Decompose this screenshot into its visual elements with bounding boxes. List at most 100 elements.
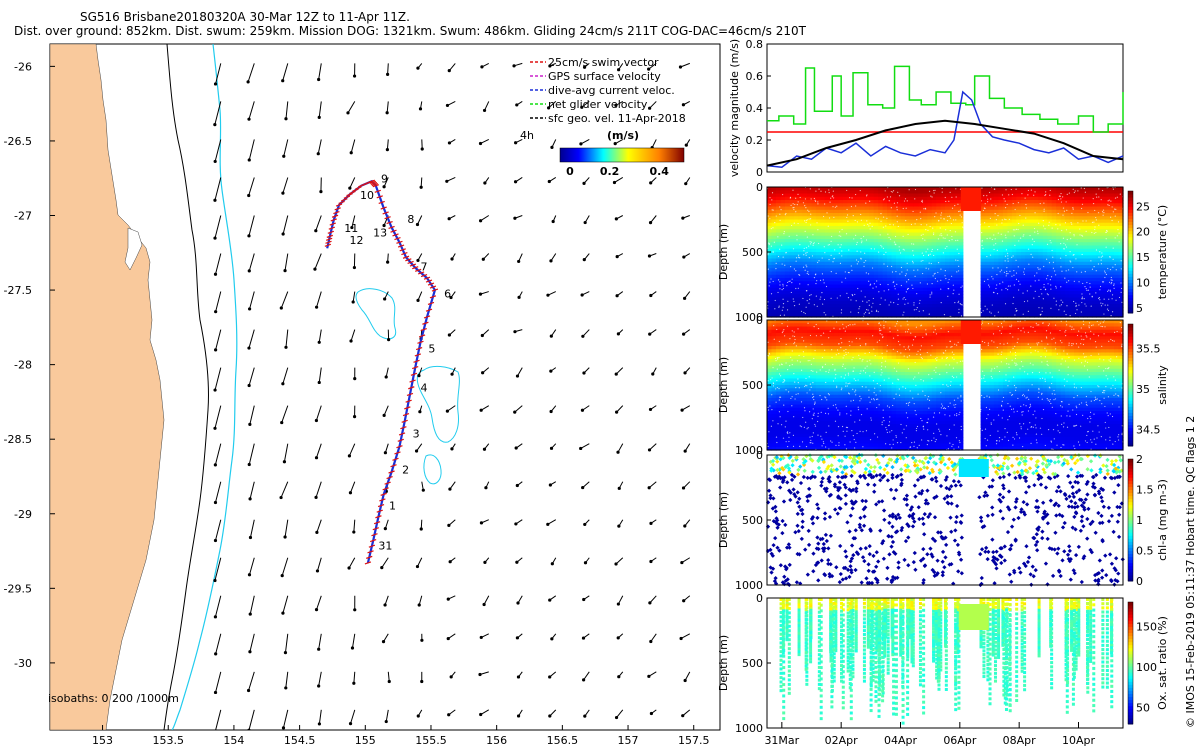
section-cell: [909, 265, 915, 269]
section-cell: [824, 200, 830, 204]
section-cell: [927, 193, 933, 198]
section-cell: [1096, 206, 1102, 211]
section-sample: [805, 254, 807, 256]
section-cell: [958, 300, 964, 305]
section-cell: [891, 252, 897, 256]
section-cell: [1100, 304, 1106, 308]
section-sample: [774, 221, 776, 224]
section-sample: [1094, 226, 1096, 228]
section-cell: [780, 193, 786, 198]
section-cell: [1038, 222, 1044, 227]
section-cell: [793, 300, 799, 305]
section-cell: [900, 239, 906, 243]
section-cell: [918, 242, 924, 247]
section-cell: [820, 190, 826, 195]
section-sample: [1043, 286, 1045, 288]
section-cell: [1087, 219, 1093, 224]
section-sample: [989, 191, 991, 194]
section-cell: [771, 261, 777, 266]
section-cell: [1091, 235, 1097, 240]
section-cell: [802, 200, 808, 204]
section-cell: [900, 187, 906, 191]
section-cell: [793, 226, 799, 230]
section-cell: [873, 209, 879, 214]
section-cell: [896, 229, 902, 234]
section-cell: [833, 190, 839, 195]
section-cell: [887, 216, 893, 221]
section-cell: [1056, 213, 1062, 217]
section-cell: [807, 209, 813, 214]
section-cell: [811, 300, 817, 305]
sfc-geo-vector: [386, 101, 389, 113]
section-cell: [793, 310, 799, 315]
section-sample: [898, 249, 901, 251]
section-sample: [1111, 311, 1114, 313]
section-colorbar-cell: [1128, 248, 1133, 253]
section-cell: [838, 310, 844, 315]
section-cell: [1105, 310, 1111, 315]
sfc-geo-vector-head: [478, 672, 482, 677]
section-cell: [873, 304, 879, 308]
section-cell: [940, 196, 946, 201]
section-cell: [829, 252, 835, 256]
section-cell: [847, 196, 853, 201]
section-cell: [807, 242, 813, 247]
section-cell: [1109, 196, 1115, 201]
section-cell: [811, 281, 817, 286]
section-sample: [1042, 298, 1044, 300]
section-cell: [842, 287, 848, 292]
section-sample: [1004, 207, 1007, 209]
section-cell: [838, 287, 844, 292]
section-sample: [884, 190, 886, 192]
section-sample: [1075, 302, 1077, 304]
section-cell: [896, 281, 902, 286]
section-sample: [802, 266, 805, 268]
section-cell: [851, 300, 857, 305]
section-cell: [1056, 310, 1062, 315]
section-cell: [780, 274, 786, 279]
section-cell: [958, 297, 964, 302]
section-cell: [896, 252, 902, 256]
section-cell: [1029, 216, 1035, 221]
section-cell: [815, 294, 821, 299]
section-sample: [830, 297, 832, 299]
section-sample: [987, 201, 989, 203]
section-cell: [878, 232, 884, 237]
section-cell: [860, 255, 866, 260]
section-cell: [1109, 261, 1115, 266]
section-cell: [1051, 232, 1057, 237]
section-cell: [953, 216, 959, 221]
sfc-geo-vector-head: [516, 601, 520, 605]
section-cell: [1074, 310, 1080, 315]
section-cell: [931, 209, 937, 214]
section-sample: [1057, 228, 1059, 230]
section-sample: [904, 198, 907, 200]
section-sample: [986, 308, 988, 310]
section-sample: [955, 219, 957, 221]
section-cell: [1047, 294, 1053, 299]
section-sample: [958, 293, 960, 295]
section-cell: [1082, 278, 1088, 282]
section-sample: [947, 295, 949, 297]
section-cell: [1011, 226, 1017, 230]
section-cell: [1074, 229, 1080, 234]
section-cell: [793, 232, 799, 237]
section-cell: [989, 271, 995, 276]
section-cell: [1065, 268, 1071, 273]
section-cell: [798, 245, 804, 250]
section-cell: [824, 310, 830, 315]
section-cell: [878, 294, 884, 299]
section-sample: [797, 222, 799, 225]
section-sample: [1105, 246, 1107, 248]
section-cell: [1007, 190, 1013, 195]
section-cell: [771, 248, 777, 253]
section-cell: [953, 200, 959, 204]
section-sample: [771, 192, 774, 194]
sfc-geo-vector-head: [549, 446, 554, 450]
section-cell: [993, 252, 999, 256]
section-cell: [1078, 209, 1084, 214]
section-cell: [1096, 291, 1102, 295]
section-cell: [993, 304, 999, 308]
section-cell: [847, 252, 853, 256]
section-cell: [860, 206, 866, 211]
